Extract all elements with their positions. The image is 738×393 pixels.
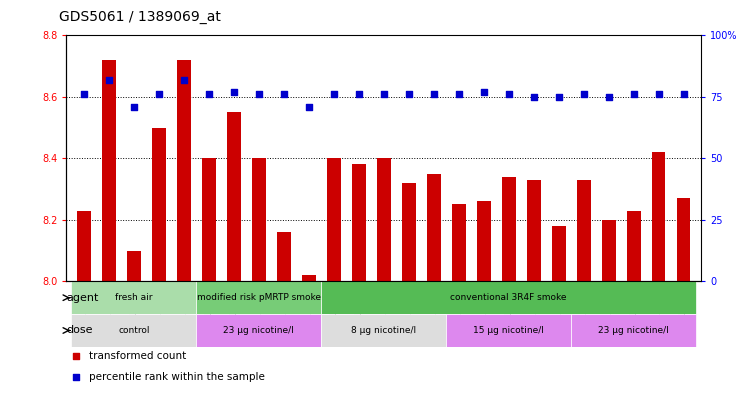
- Point: [528, 94, 539, 100]
- Text: fresh air: fresh air: [115, 293, 153, 302]
- Bar: [72, 314, 196, 347]
- Point: [428, 91, 440, 97]
- Text: GDS5061 / 1389069_at: GDS5061 / 1389069_at: [59, 9, 221, 24]
- Point: [153, 91, 165, 97]
- Text: modified risk pMRTP smoke: modified risk pMRTP smoke: [197, 293, 321, 302]
- Bar: [321, 281, 696, 314]
- Point: [403, 91, 415, 97]
- Point: [78, 91, 90, 97]
- Point: [303, 103, 314, 110]
- Bar: [77, 211, 91, 281]
- Point: [128, 103, 139, 110]
- Point: [553, 94, 565, 100]
- Text: conventional 3R4F smoke: conventional 3R4F smoke: [450, 293, 567, 302]
- Point: [378, 91, 390, 97]
- Text: 23 µg nicotine/l: 23 µg nicotine/l: [599, 326, 669, 335]
- Point: [70, 353, 82, 360]
- Bar: [402, 183, 415, 281]
- Point: [70, 374, 82, 380]
- Bar: [277, 232, 291, 281]
- Bar: [601, 220, 615, 281]
- Bar: [446, 314, 571, 347]
- Point: [603, 94, 615, 100]
- Text: control: control: [118, 326, 150, 335]
- Bar: [577, 180, 590, 281]
- Text: 15 µg nicotine/l: 15 µg nicotine/l: [473, 326, 544, 335]
- Bar: [652, 152, 666, 281]
- Point: [578, 91, 590, 97]
- Point: [503, 91, 514, 97]
- Bar: [227, 112, 241, 281]
- Point: [477, 89, 489, 95]
- Text: 8 µg nicotine/l: 8 µg nicotine/l: [351, 326, 416, 335]
- Bar: [102, 60, 116, 281]
- Point: [628, 91, 640, 97]
- Point: [178, 77, 190, 83]
- Bar: [327, 158, 341, 281]
- Bar: [427, 174, 441, 281]
- Bar: [321, 314, 446, 347]
- Bar: [196, 314, 321, 347]
- Point: [253, 91, 265, 97]
- Point: [652, 91, 664, 97]
- Bar: [177, 60, 190, 281]
- Bar: [502, 177, 516, 281]
- Bar: [571, 314, 696, 347]
- Point: [103, 77, 115, 83]
- Text: 23 µg nicotine/l: 23 µg nicotine/l: [224, 326, 294, 335]
- Point: [453, 91, 465, 97]
- Bar: [352, 165, 365, 281]
- Bar: [377, 158, 390, 281]
- Bar: [202, 158, 215, 281]
- Bar: [677, 198, 691, 281]
- Bar: [72, 281, 196, 314]
- Point: [677, 91, 689, 97]
- Bar: [477, 201, 491, 281]
- Bar: [196, 281, 321, 314]
- Bar: [452, 204, 466, 281]
- Bar: [252, 158, 266, 281]
- Point: [328, 91, 339, 97]
- Point: [353, 91, 365, 97]
- Bar: [552, 226, 565, 281]
- Text: percentile rank within the sample: percentile rank within the sample: [89, 372, 264, 382]
- Bar: [627, 211, 641, 281]
- Text: transformed count: transformed count: [89, 351, 186, 362]
- Point: [203, 91, 215, 97]
- Text: agent: agent: [66, 293, 99, 303]
- Bar: [152, 128, 166, 281]
- Point: [278, 91, 290, 97]
- Text: dose: dose: [66, 325, 93, 336]
- Bar: [127, 251, 141, 281]
- Bar: [527, 180, 540, 281]
- Bar: [302, 275, 316, 281]
- Point: [228, 89, 240, 95]
